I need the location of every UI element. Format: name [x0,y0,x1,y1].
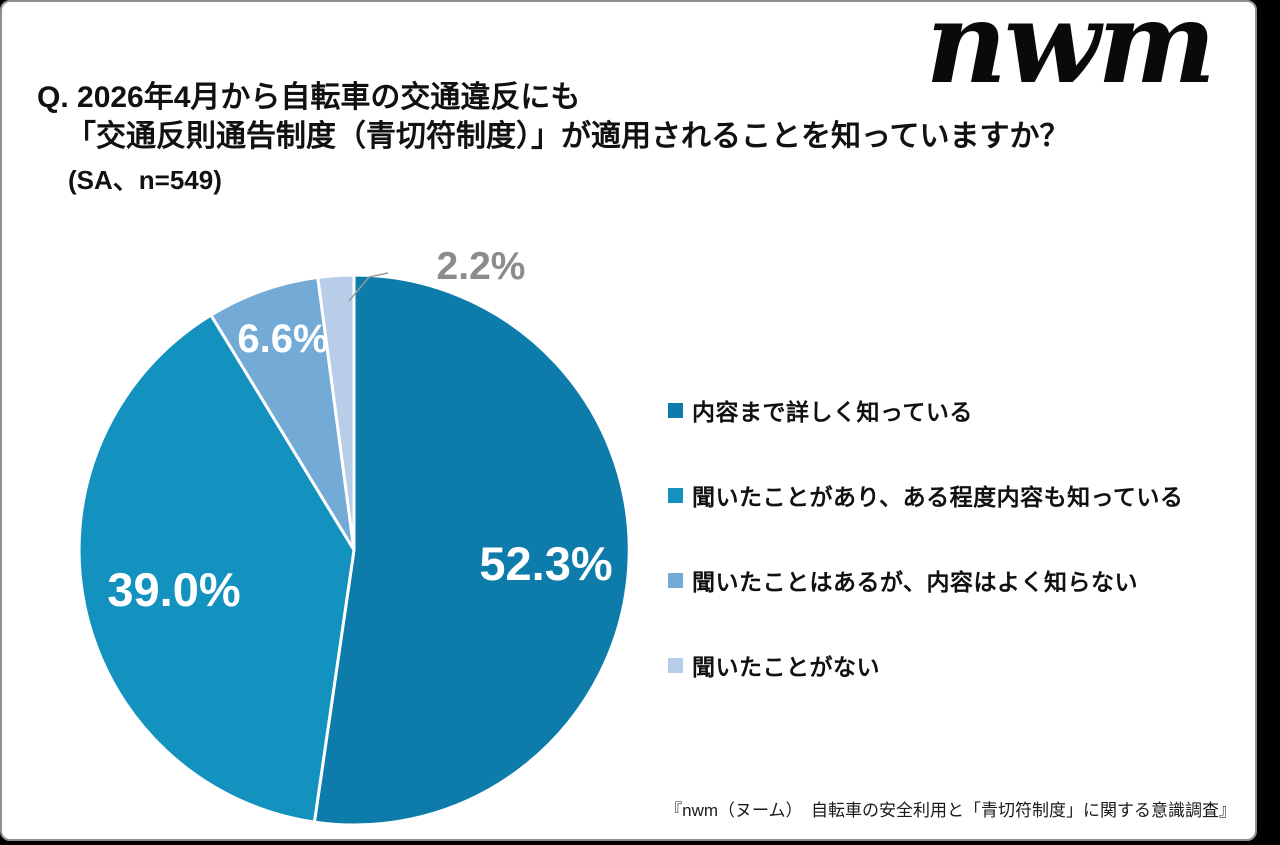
legend-swatch-icon [668,487,683,503]
question-line-2: 「交通反則通告制度（青切符制度）」が適用されることを知っていますか？ [66,120,1070,153]
legend-item-know-somewhat: 聞いたことがあり、ある程度内容も知っている [668,478,1183,512]
question-sample-size: (SA、n=549) [68,165,222,195]
legend-label-heard-only: 聞いたことはあるが、内容はよく知らない [692,569,1139,595]
legend-item-never-heard: 聞いたことがない [668,648,1183,682]
legend-item-heard-only: 聞いたことはあるが、内容はよく知らない [668,563,1183,597]
source-note: 『nwm（ヌーム） 自転車の安全利用と「青切符制度」に関する意識調査』 [665,801,1236,820]
pie-label-heard-only: 6.6% [237,317,328,361]
pie-slice-heard-only [209,275,356,552]
pie-slice-know-somewhat [77,313,356,824]
legend-item-know-well: 内容まで詳しく知っている [668,393,1183,427]
pie-chart: 52.3% 39.0% 6.6% 2.2% [77,245,631,827]
question-line-1: Q. 2026年4月から自転車の交通違反にも [37,81,581,114]
legend-swatch-icon [668,402,683,418]
infographic-card: nwm Q. 2026年4月から自転車の交通違反にも 「交通反則通告制度（青切符… [0,0,1257,841]
question-title: Q. 2026年4月から自転車の交通違反にも 「交通反則通告制度（青切符制度）」… [37,78,1070,200]
pie-label-know-somewhat: 39.0% [107,563,240,616]
pie-label-know-well: 52.3% [479,537,612,590]
legend-swatch-icon [668,657,683,673]
pie-label-never-heard: 2.2% [437,245,526,288]
legend-label-know-well: 内容まで詳しく知っている [692,399,973,425]
legend-swatch-icon [668,572,683,588]
brand-logo: nwm [925,0,1216,109]
legend: 内容まで詳しく知っている 聞いたことがあり、ある程度内容も知っている 聞いたこと… [668,393,1183,733]
pie-slice-know-well [312,273,631,827]
leader-line-never-heard [348,272,389,302]
legend-label-know-somewhat: 聞いたことがあり、ある程度内容も知っている [692,484,1184,510]
pie-slice-never-heard [316,273,356,552]
legend-label-never-heard: 聞いたことがない [692,654,880,680]
